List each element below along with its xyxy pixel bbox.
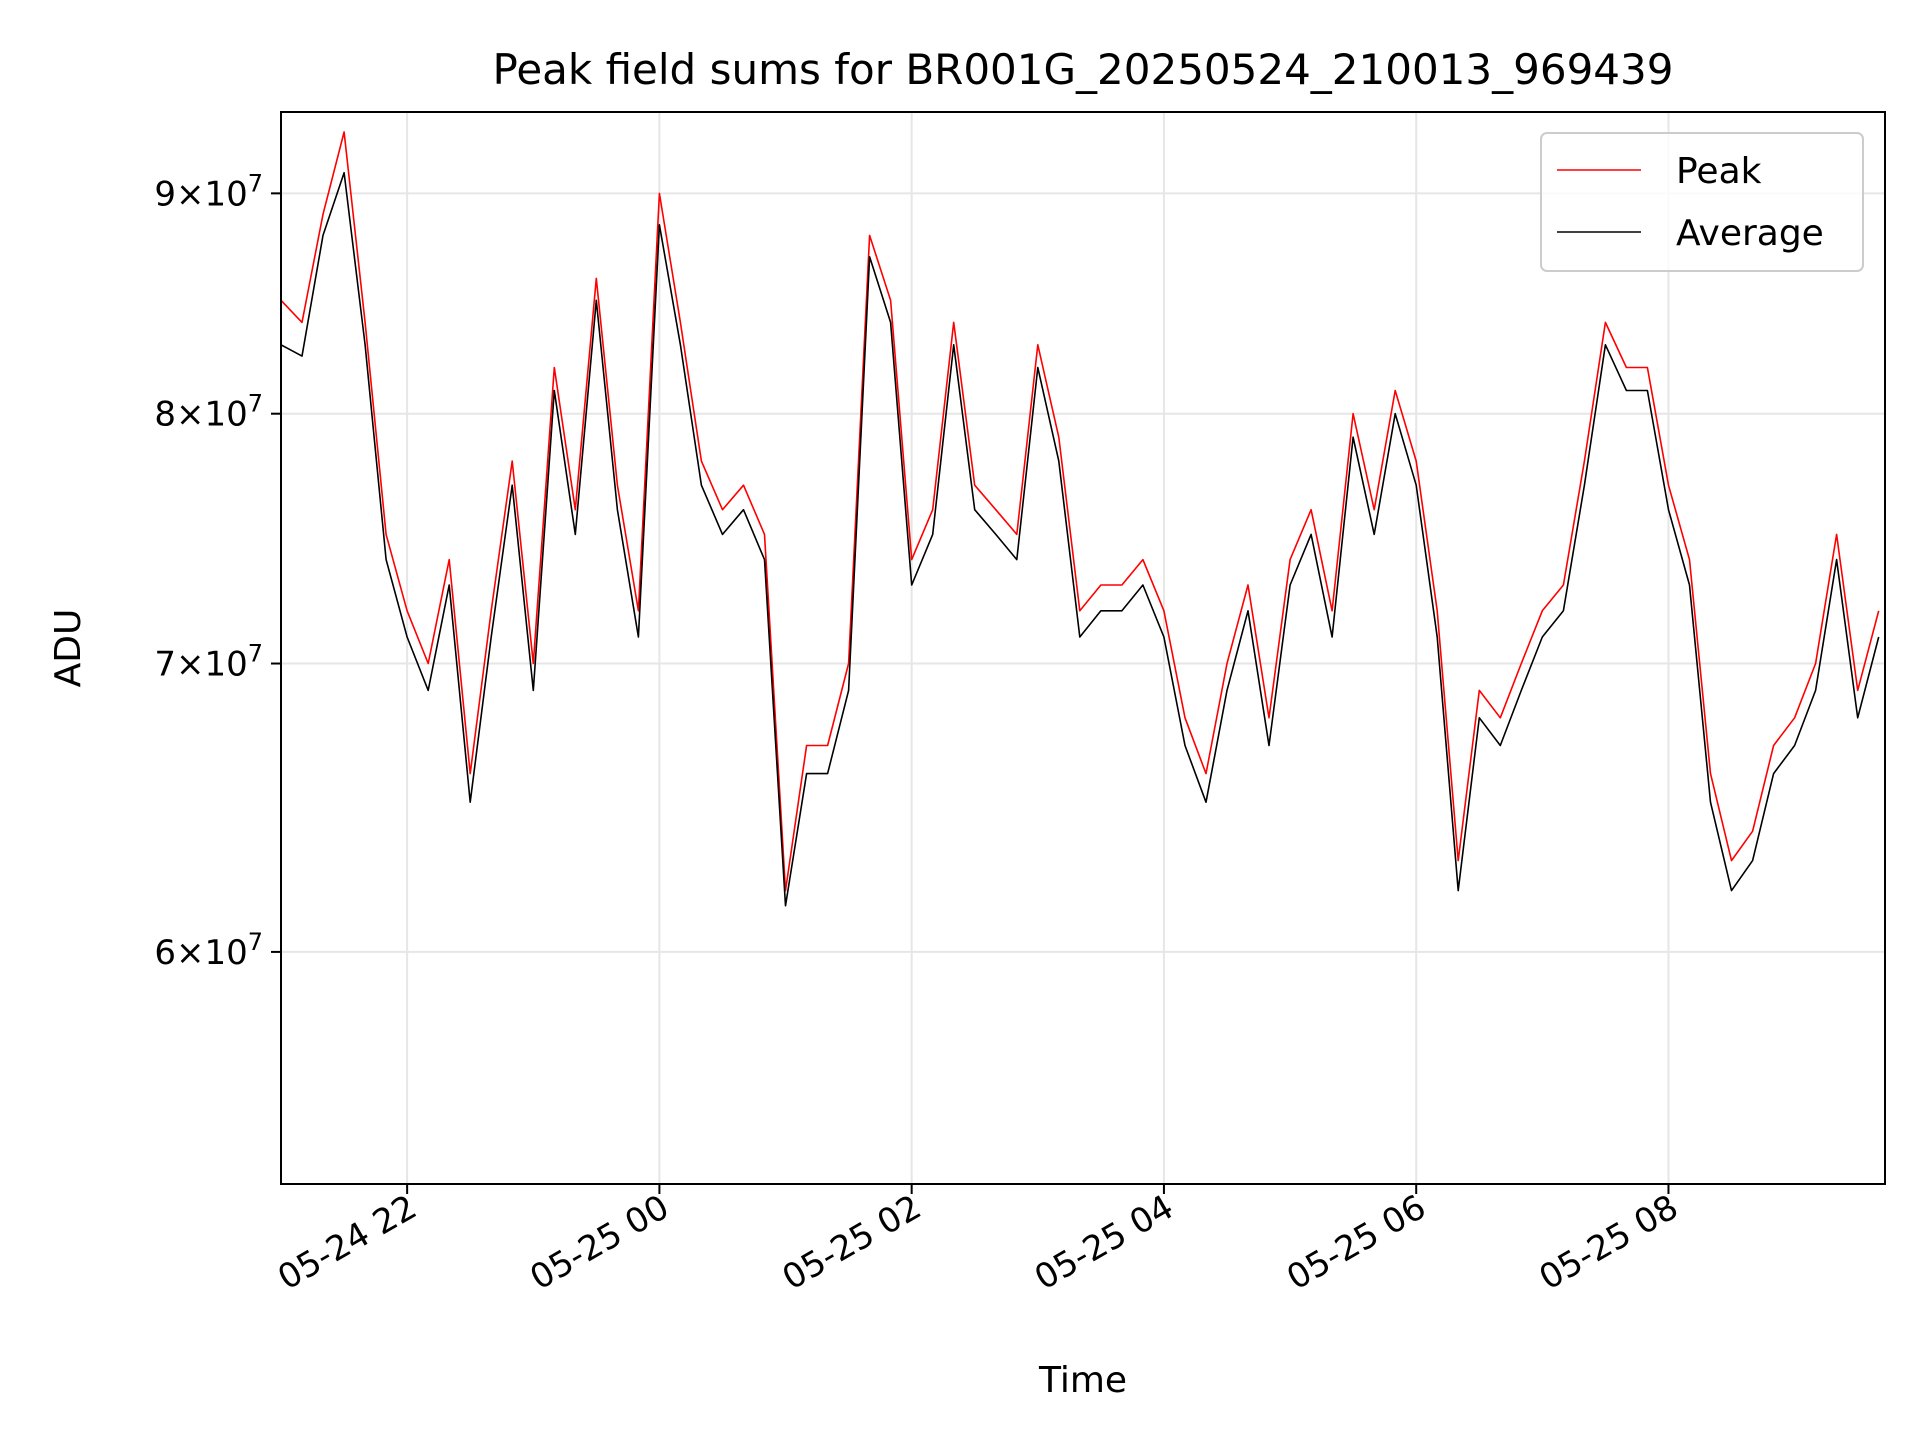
series-line-peak bbox=[280, 131, 1880, 892]
y-tick-exponent: 7 bbox=[248, 390, 263, 418]
y-axis-label: ADU bbox=[48, 609, 89, 688]
y-tick-exponent: 7 bbox=[248, 640, 263, 668]
y-tick-base: 7 bbox=[154, 645, 176, 685]
legend-box bbox=[1540, 132, 1864, 272]
legend-label-peak: Peak bbox=[1676, 151, 1762, 192]
y-tick-times: ×10 bbox=[176, 645, 248, 685]
y-tick-label: 7×107 bbox=[154, 640, 263, 685]
series-line-average bbox=[280, 171, 1880, 907]
legend-label-average: Average bbox=[1676, 213, 1824, 254]
legend: Peak Average bbox=[1540, 132, 1864, 272]
x-axis-label: Time bbox=[1038, 1360, 1127, 1401]
y-tick-label: 9×107 bbox=[154, 169, 263, 214]
chart-title: Peak field sums for BR001G_20250524_2100… bbox=[493, 45, 1674, 94]
plot-frame bbox=[280, 111, 1886, 1185]
series-layer bbox=[280, 131, 1880, 907]
y-tick-base: 6 bbox=[154, 933, 176, 973]
y-tick-times: ×10 bbox=[176, 174, 248, 214]
y-tick-base: 8 bbox=[154, 395, 176, 435]
y-tick-times: ×10 bbox=[176, 933, 248, 973]
y-tick-base: 9 bbox=[154, 174, 176, 214]
y-tick-exponent: 7 bbox=[248, 169, 263, 197]
y-tick-label: 8×107 bbox=[154, 390, 263, 435]
y-tick-exponent: 7 bbox=[248, 928, 263, 956]
y-tick-times: ×10 bbox=[176, 395, 248, 435]
y-tick-label: 6×107 bbox=[154, 928, 263, 973]
